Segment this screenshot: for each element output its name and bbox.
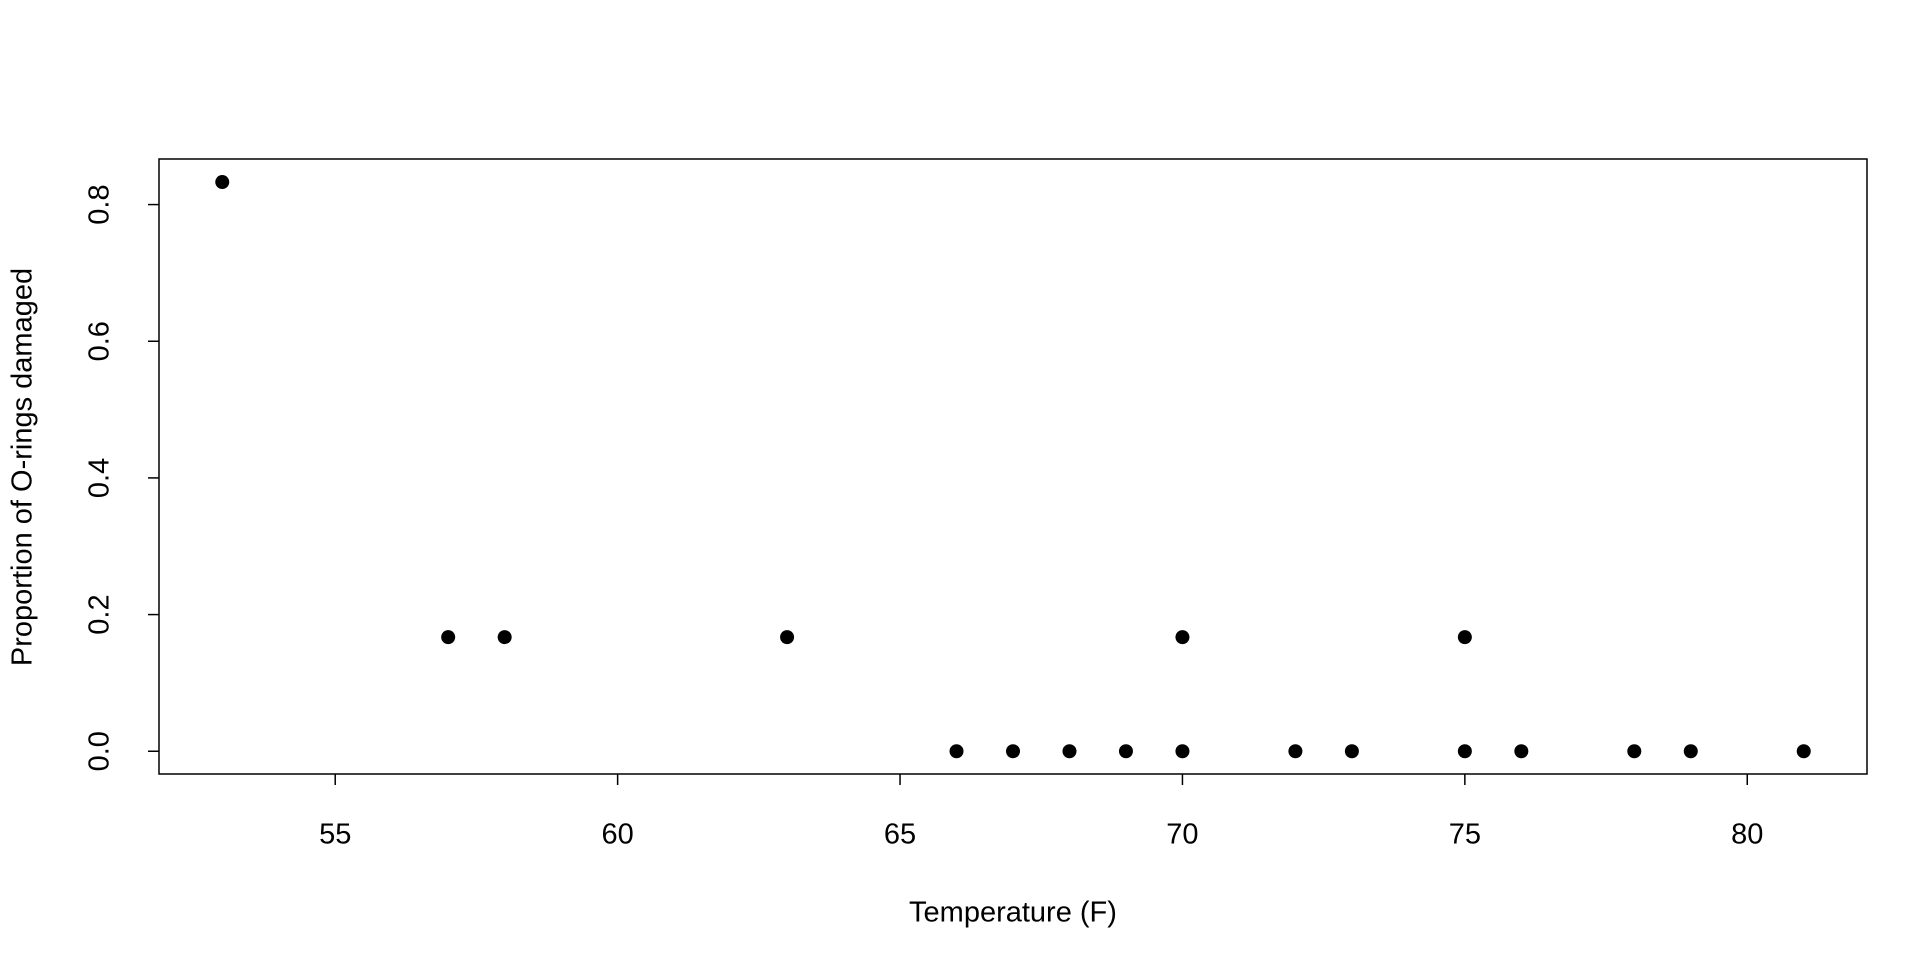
data-point bbox=[1344, 744, 1359, 759]
data-point bbox=[780, 630, 795, 645]
y-tick-label: 0.2 bbox=[84, 594, 116, 634]
data-point bbox=[1627, 744, 1642, 759]
x-tick-label: 70 bbox=[1166, 819, 1198, 851]
data-point bbox=[215, 175, 230, 190]
data-point bbox=[441, 630, 456, 645]
x-tick-label: 80 bbox=[1731, 819, 1763, 851]
y-tick-label: 0.4 bbox=[84, 458, 116, 498]
data-point bbox=[1175, 630, 1190, 645]
y-tick-label: 0.8 bbox=[84, 184, 116, 224]
y-tick-label: 0.0 bbox=[84, 731, 116, 771]
data-point bbox=[1514, 744, 1529, 759]
data-point bbox=[1796, 744, 1811, 759]
data-point bbox=[949, 744, 964, 759]
data-point bbox=[1288, 744, 1303, 759]
y-axis-title: Proportion of O-rings damaged bbox=[7, 268, 39, 666]
data-point bbox=[1118, 744, 1133, 759]
x-axis-title: Temperature (F) bbox=[909, 897, 1117, 929]
x-tick-label: 65 bbox=[884, 819, 916, 851]
data-point bbox=[1175, 744, 1190, 759]
data-point bbox=[1683, 744, 1698, 759]
plot-frame bbox=[158, 158, 1868, 775]
data-point bbox=[1006, 744, 1020, 759]
x-tick-label: 55 bbox=[319, 819, 351, 851]
data-point bbox=[1457, 630, 1472, 645]
data-point bbox=[1457, 744, 1472, 759]
y-tick-label: 0.6 bbox=[84, 321, 116, 361]
data-point bbox=[1062, 744, 1077, 759]
data-point bbox=[497, 630, 512, 645]
x-tick-label: 75 bbox=[1449, 819, 1481, 851]
x-tick-label: 60 bbox=[601, 819, 633, 851]
